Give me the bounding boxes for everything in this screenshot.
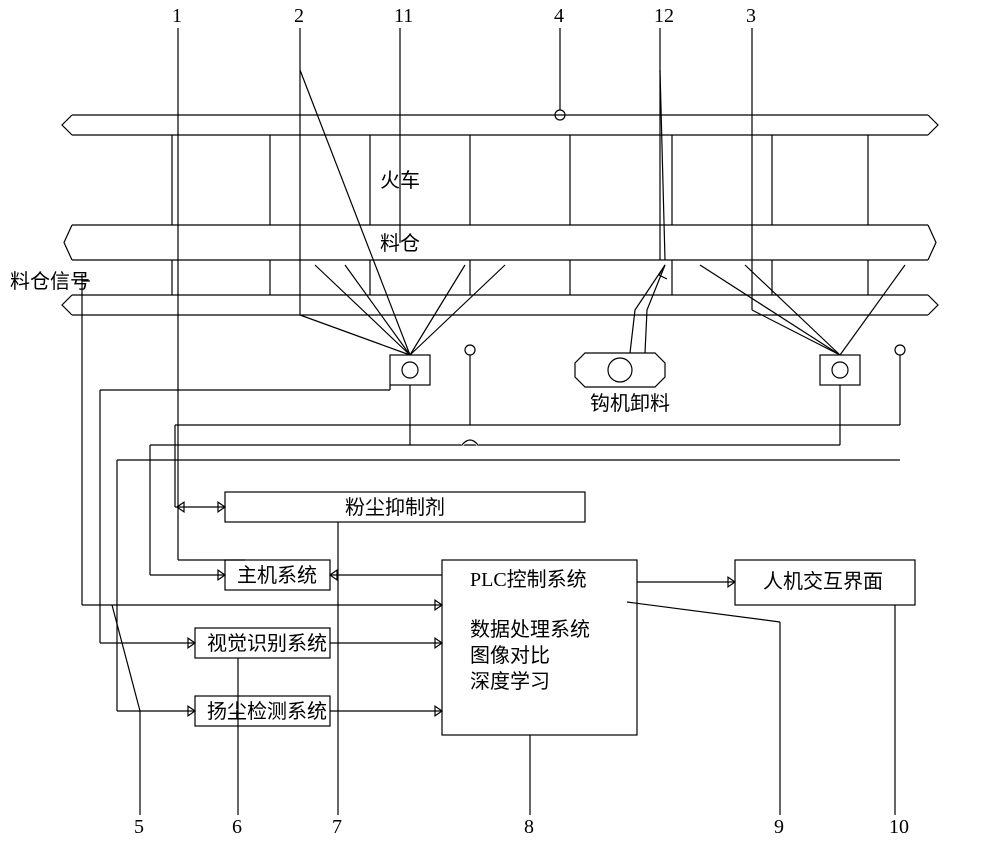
callout-2: 2: [294, 5, 304, 27]
camera-right: [820, 355, 860, 385]
camera-left: [390, 355, 430, 385]
callout-5: 5: [134, 816, 144, 838]
callout-9: 9: [774, 816, 784, 838]
callout-12: 12: [654, 5, 674, 27]
box-host-system-label: 主机系统: [237, 564, 317, 587]
callout-3: 3: [746, 5, 756, 27]
callout-4: 4: [554, 5, 564, 27]
box-hmi-label: 人机交互界面: [763, 570, 883, 593]
callout-7: 7: [332, 816, 342, 838]
label-imgcmp: 图像对比: [470, 644, 550, 667]
callout-6: 6: [232, 816, 242, 838]
box-visual-system-label: 视觉识别系统: [207, 632, 327, 655]
box-dust-detect-label: 扬尘检测系统: [207, 700, 327, 723]
callout-10: 10: [889, 816, 909, 838]
callout-8: 8: [524, 816, 534, 838]
label-silo-signal: 料仓信号: [10, 270, 90, 293]
label-dl: 深度学习: [470, 670, 550, 693]
label-hook: 钩机卸料: [590, 392, 670, 415]
label-dataproc: 数据处理系统: [470, 618, 590, 641]
callout-1: 1: [172, 5, 182, 27]
diagram-canvas: 12114123火车料仓钩机卸料粉尘抑制剂主机系统视觉识别系统扬尘检测系统PLC…: [0, 0, 1000, 851]
callout-11: 11: [394, 5, 413, 27]
box-dust-suppressant-label: 粉尘抑制剂: [345, 496, 445, 519]
label-plc: PLC控制系统: [470, 568, 587, 591]
